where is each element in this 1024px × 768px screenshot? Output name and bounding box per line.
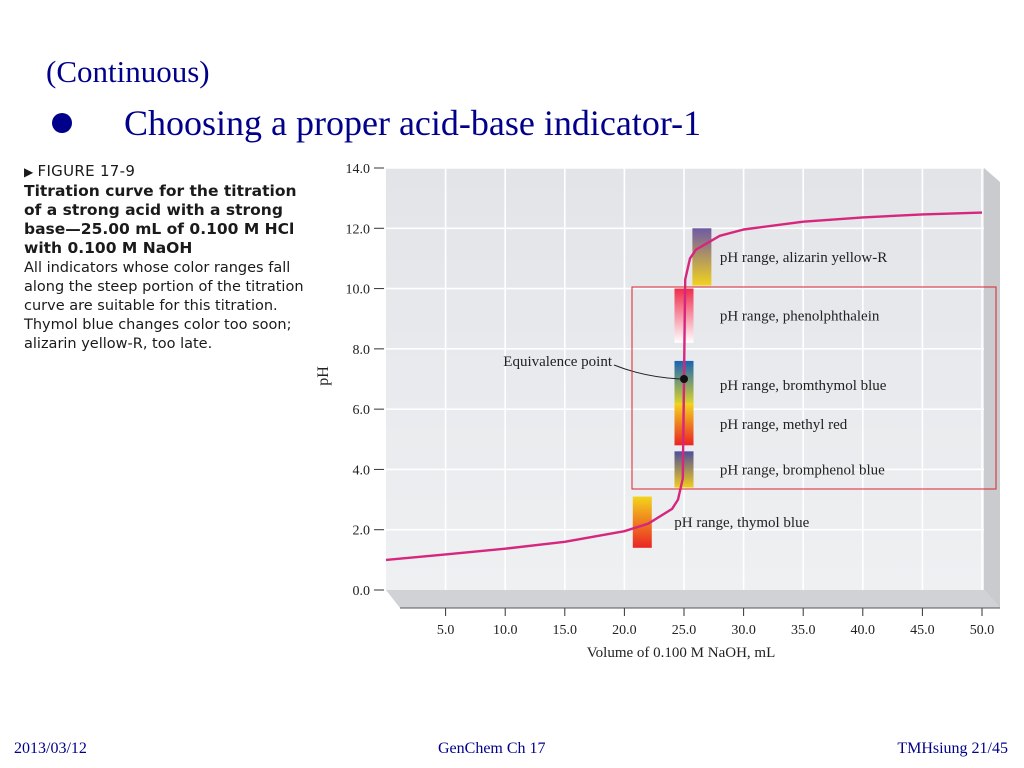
- bullet-heading: Choosing a proper acid-base indicator-1: [46, 102, 701, 144]
- y-tick-label: 0.0: [353, 584, 371, 599]
- indicator-bar: [632, 496, 652, 548]
- indicator-label: pH range, bromphenol blue: [720, 462, 885, 478]
- indicator-label: pH range, thymol blue: [674, 515, 809, 531]
- x-tick-label: 25.0: [672, 623, 697, 638]
- y-tick-label: 14.0: [346, 162, 371, 177]
- indicator-label: pH range, alizarin yellow-R: [720, 250, 887, 266]
- figure-label: ▶ FIGURE 17-9: [24, 162, 309, 180]
- y-tick-label: 4.0: [353, 463, 371, 478]
- grid-lines: [386, 167, 984, 590]
- plot-bottom-shelf: [386, 590, 1000, 608]
- equivalence-leader-line: [613, 364, 681, 380]
- indicator-label: pH range, phenolphthalein: [720, 309, 880, 325]
- y-axis-label: pH: [315, 366, 332, 386]
- indicator-label: pH range, methyl red: [720, 417, 848, 433]
- titration-chart: 0.0 2.0 4.0 6.0 8.0 10.0 12.0 14.0 5.0 10.0 15.0 20…: [315, 162, 1000, 661]
- figure-title: Titration curve for the titration of a s…: [24, 182, 297, 257]
- axes: 0.0 2.0 4.0 6.0 8.0 10.0 12.0 14.0 5.0 10.0 15.0 20…: [346, 162, 1000, 638]
- equivalence-point-label: Equivalence point: [503, 354, 613, 370]
- footer-date: 2013/03/12: [14, 740, 87, 757]
- x-tick-label: 50.0: [970, 623, 995, 638]
- equivalence-point-marker: [680, 375, 688, 383]
- footer-course: GenChem Ch 17: [438, 740, 546, 757]
- y-tick-label: 2.0: [353, 524, 371, 539]
- x-tick-label: 20.0: [612, 623, 637, 638]
- x-tick-label: 40.0: [851, 623, 876, 638]
- y-tick-label: 10.0: [346, 283, 371, 298]
- x-tick-label: 45.0: [910, 623, 935, 638]
- slide-subtitle: (Continuous): [46, 54, 210, 89]
- play-triangle-icon: ▶: [24, 165, 34, 179]
- x-tick-label: 35.0: [791, 623, 816, 638]
- indicator-labels: pH range, alizarin yellow-R pH range, phe…: [674, 250, 887, 531]
- y-tick-label: 6.0: [353, 403, 371, 418]
- indicator-label: pH range, bromthymol blue: [720, 378, 887, 394]
- y-tick-label: 12.0: [346, 222, 371, 237]
- curve-layer: Equivalence point: [385, 211, 983, 562]
- bullet-icon: [52, 113, 72, 133]
- y-tick-label: 8.0: [353, 343, 371, 358]
- x-tick-label: 10.0: [493, 623, 518, 638]
- bullet-text: Choosing a proper acid-base indicator-1: [124, 103, 702, 143]
- x-tick-label: 15.0: [553, 623, 578, 638]
- indicator-bar: [692, 228, 712, 286]
- figure-caption: ▶ FIGURE 17-9 Titration curve for the tit…: [24, 162, 309, 354]
- footer-page-number: TMHsiung 21/45: [897, 740, 1008, 757]
- x-tick-label: 30.0: [731, 623, 756, 638]
- x-axis-label: Volume of 0.100 M NaOH, mL: [587, 645, 775, 661]
- x-tick-label: 5.0: [437, 623, 455, 638]
- figure-label-text: FIGURE 17-9: [37, 162, 136, 180]
- highlight-box: [631, 286, 997, 490]
- figure-body: All indicators whose color ranges fall a…: [24, 260, 304, 352]
- plot-right-wall: [984, 168, 1000, 608]
